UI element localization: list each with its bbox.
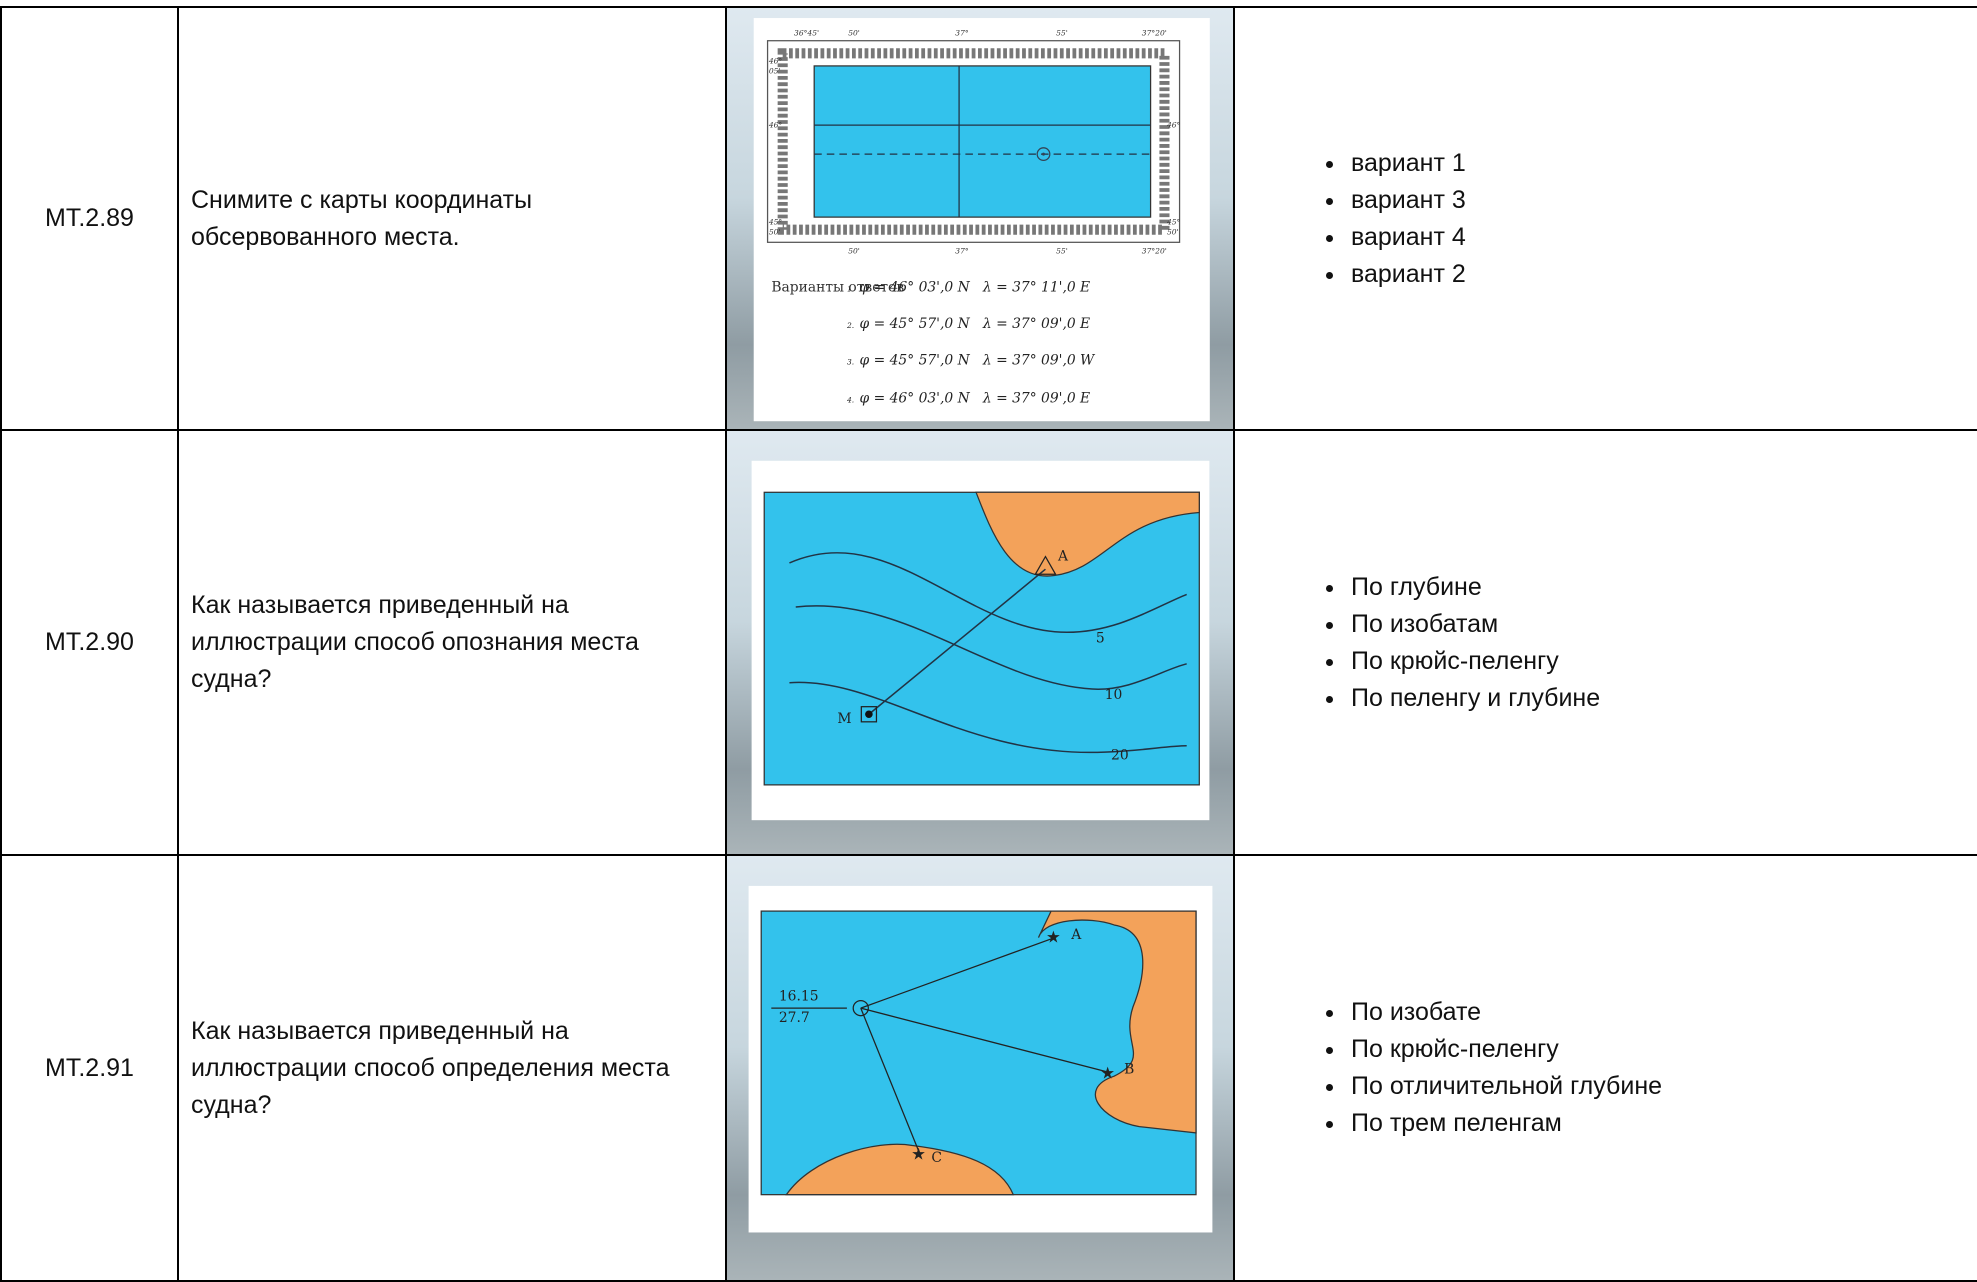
label: C: [931, 1150, 942, 1166]
answer: вариант 1: [1347, 145, 1977, 182]
answer: По крюйс-пеленгу: [1347, 1031, 1977, 1068]
svg-text:★: ★: [1046, 928, 1061, 947]
label: 45°: [767, 217, 782, 226]
answer: По отличительной глубине: [1347, 1068, 1977, 1105]
row: МТ.2.90 Как называется приведенный на ил…: [0, 429, 1977, 856]
label: 55': [1056, 246, 1068, 255]
answer: По пеленгу и глубине: [1347, 680, 1977, 717]
label: 37°: [955, 246, 969, 255]
answer: По крюйс-пеленгу: [1347, 643, 1977, 680]
label: 27.7: [778, 1010, 809, 1026]
label: A: [1070, 927, 1082, 943]
label: 45°: [1165, 217, 1180, 226]
answers: вариант 1 вариант 3 вариант 4 вариант 2: [1235, 145, 1977, 293]
label: 10: [1104, 687, 1122, 703]
row: МТ.2.91 Как называется приведенный на ил…: [0, 854, 1977, 1282]
label: 37°20': [1141, 28, 1166, 37]
question-id: МТ.2.91: [0, 854, 179, 1282]
label: 37°20': [1141, 246, 1166, 255]
option-number: 2.: [845, 320, 853, 329]
label: 55': [1056, 28, 1068, 37]
option-number: 1.: [846, 284, 853, 293]
label: B: [1124, 1062, 1134, 1078]
label: 37°: [955, 28, 969, 37]
option: φ = 45° 57',0 N λ = 37° 09',0 W: [859, 352, 1096, 368]
answers-cell: вариант 1 вариант 3 вариант 4 вариант 2: [1233, 6, 1977, 431]
answer: По изобате: [1347, 994, 1977, 1031]
option: φ = 45° 57',0 N λ = 37° 09',0 E: [859, 315, 1090, 331]
answers-cell: По глубине По изобатам По крюйс-пеленгу …: [1233, 429, 1977, 856]
label: 50': [848, 246, 860, 255]
label: 20: [1111, 747, 1129, 763]
label: 50': [768, 227, 780, 236]
answer: По глубине: [1347, 569, 1977, 606]
label: 36°45': [794, 28, 819, 37]
answers: По изобате По крюйс-пеленгу По отличител…: [1235, 994, 1977, 1142]
figure-cell: A M 5 10 20: [725, 429, 1235, 856]
figure: A M 5 10 20: [751, 460, 1209, 820]
label: 46°: [1165, 120, 1180, 129]
label: M: [837, 711, 851, 727]
svg-text:★: ★: [911, 1144, 926, 1163]
svg-text:★: ★: [1100, 1064, 1115, 1083]
question-id: МТ.2.89: [0, 6, 179, 431]
label: 05': [768, 66, 780, 75]
questions-table: МТ.2.89 Снимите с карты координаты обсер…: [0, 6, 1977, 1282]
option-number: 3.: [846, 357, 853, 366]
label: 46°: [767, 56, 782, 65]
question-text: Как называется приведенный на иллюстраци…: [177, 854, 727, 1282]
label: A: [1057, 548, 1069, 564]
option: φ = 46° 03',0 N λ = 37° 09',0 E: [859, 390, 1090, 406]
question-id: МТ.2.90: [0, 429, 179, 856]
label: 50': [1166, 227, 1178, 236]
row: МТ.2.89 Снимите с карты координаты обсер…: [0, 6, 1977, 431]
question-text: Как называется приведенный на иллюстраци…: [177, 429, 727, 856]
label: 16.15: [778, 989, 818, 1005]
answer: вариант 3: [1347, 182, 1977, 219]
caption: Варианты ответов: [771, 279, 904, 295]
answer: вариант 2: [1347, 256, 1977, 293]
figure-cell: A B C 16.15 27.7 ★ ★ ★: [725, 854, 1235, 1282]
label: 46°: [767, 120, 782, 129]
question-text: Снимите с карты координаты обсервованног…: [177, 6, 727, 431]
label: 50': [848, 28, 860, 37]
label: 5: [1095, 630, 1104, 646]
answers-cell: По изобате По крюйс-пеленгу По отличител…: [1233, 854, 1977, 1282]
answers: По глубине По изобатам По крюйс-пеленгу …: [1235, 569, 1977, 717]
figure: 36°45' 50' 37° 55' 37°20' 50' 37° 55' 37…: [753, 17, 1210, 421]
option-number: 4.: [845, 395, 853, 404]
answer: По трем пеленгам: [1347, 1105, 1977, 1142]
answer: По изобатам: [1347, 606, 1977, 643]
figure: A B C 16.15 27.7 ★ ★ ★: [748, 885, 1212, 1233]
answer: вариант 4: [1347, 219, 1977, 256]
option: φ = 46° 03',0 N λ = 37° 11',0 E: [859, 279, 1090, 295]
figure-cell: 36°45' 50' 37° 55' 37°20' 50' 37° 55' 37…: [725, 6, 1235, 431]
